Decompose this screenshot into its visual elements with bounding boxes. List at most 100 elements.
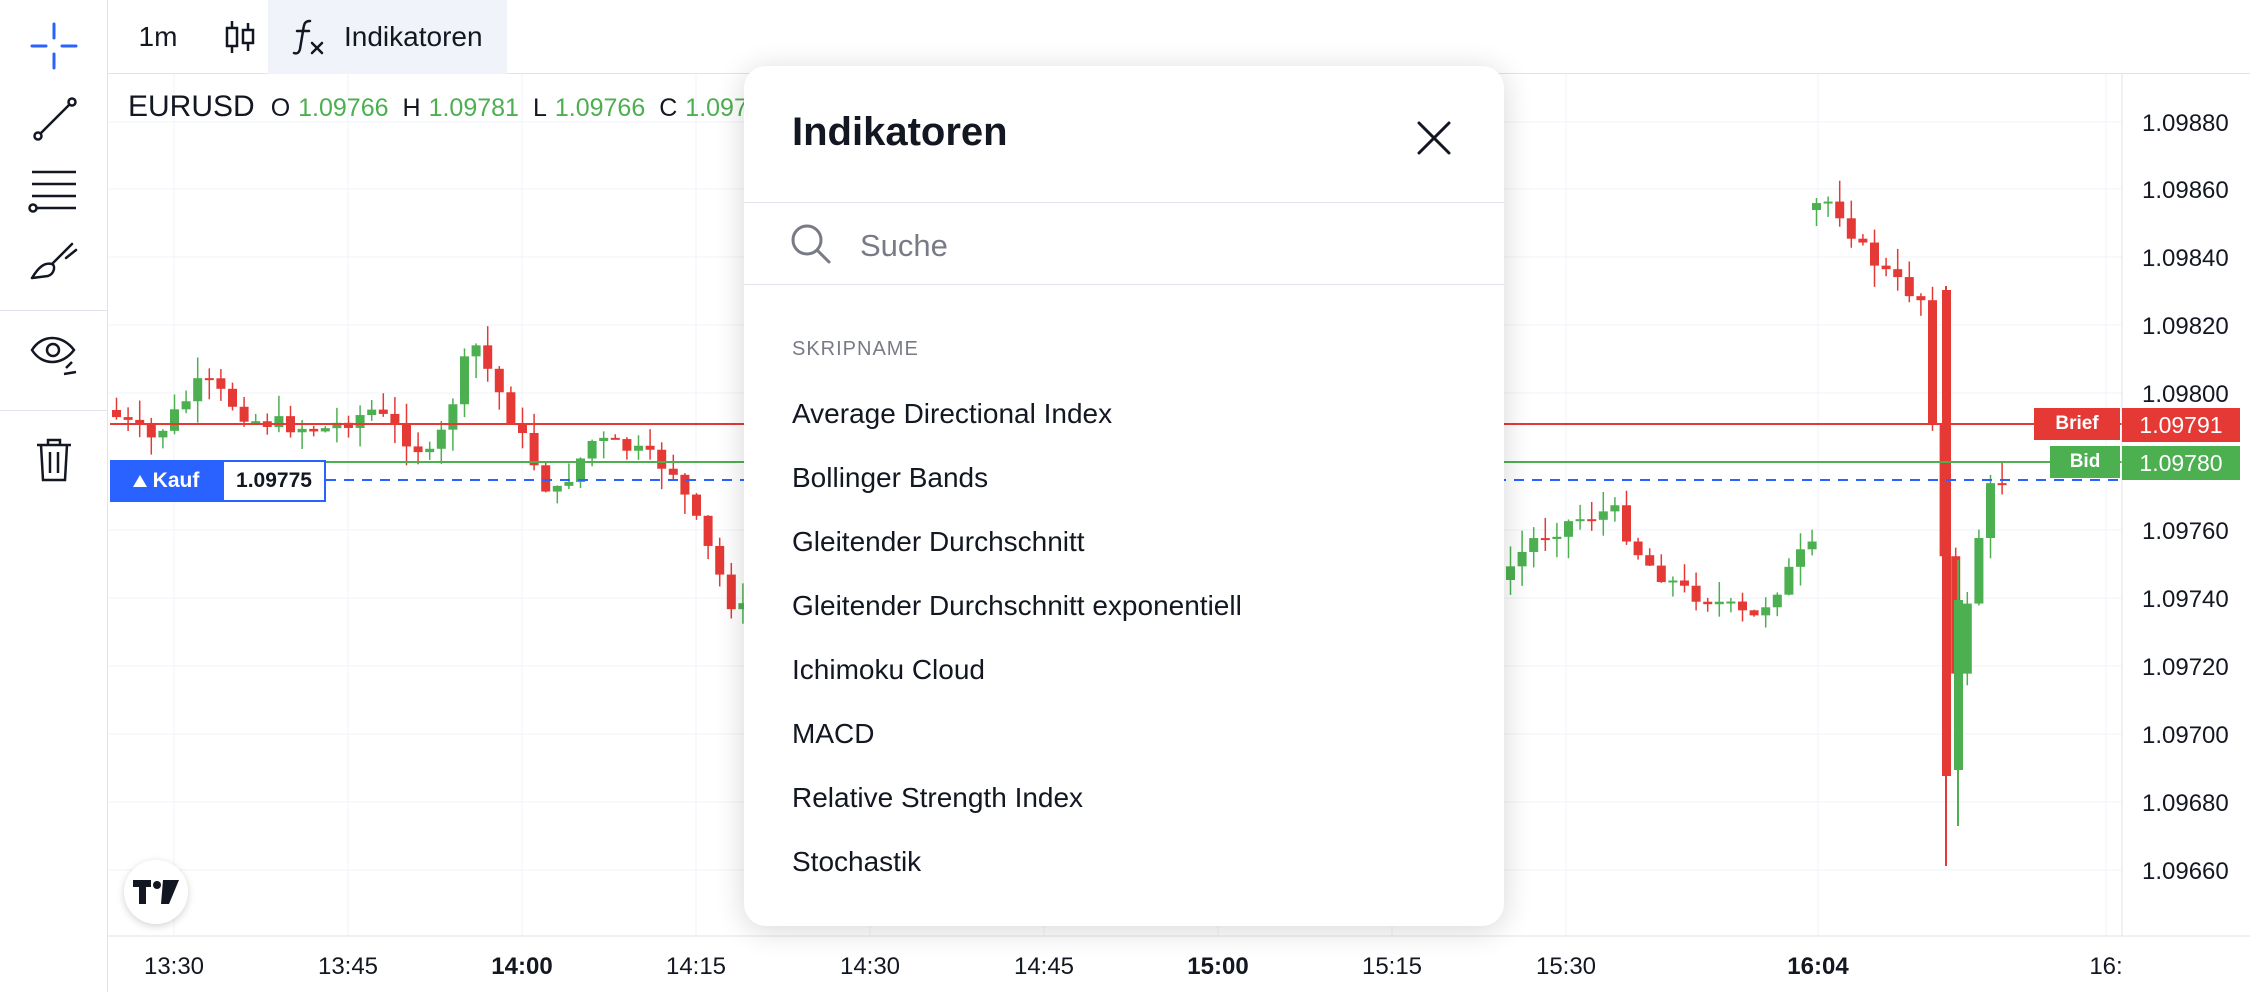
search-input[interactable] — [860, 219, 1460, 273]
price-tick-label: 1.09740 — [2142, 586, 2229, 613]
candle-body — [738, 603, 748, 610]
price-tick-label: 1.09820 — [2142, 313, 2229, 340]
high-key: H — [402, 94, 421, 122]
candle-body — [123, 417, 133, 420]
buy-price: 1.09775 — [222, 460, 326, 502]
time-tick-label: 13:45 — [318, 953, 378, 980]
brush-icon — [30, 242, 78, 280]
crosshair-icon — [30, 22, 78, 70]
candle-body — [1812, 203, 1821, 210]
candle-body — [587, 440, 597, 459]
time-axis[interactable]: 13:30 13:45 14:00 14:15 14:30 14:45 15:00 15:15… — [144, 953, 2123, 980]
candle-body — [1691, 585, 1701, 602]
indicator-item[interactable]: Relative Strength Index — [792, 782, 1084, 813]
candle-body — [344, 422, 353, 428]
candle-body — [610, 437, 620, 440]
candle-body — [483, 345, 493, 369]
indicator-item[interactable]: Ichimoku Cloud — [792, 654, 985, 685]
candle-body — [471, 345, 481, 357]
candle-body — [390, 413, 400, 425]
buy-order-label[interactable]: Kauf 1.09775 — [110, 460, 326, 502]
trend-line-tool[interactable] — [24, 88, 84, 148]
buy-label-text: Kauf — [152, 469, 200, 492]
price-tick-label: 1.09720 — [2142, 654, 2229, 681]
buy-button[interactable]: Kauf — [110, 460, 222, 502]
close-button[interactable] — [1404, 108, 1464, 168]
candle-body — [1517, 551, 1527, 567]
candle-body — [1610, 505, 1620, 512]
candle-body — [1881, 265, 1891, 270]
indicator-item[interactable]: Gleitender Durchschnitt — [792, 526, 1085, 557]
candle-body — [1858, 238, 1868, 243]
candle-body — [715, 545, 725, 575]
time-tick-label: 13:30 — [144, 953, 204, 980]
bid-price-tag: 1.09780 — [2122, 446, 2240, 480]
chart-type-button[interactable] — [200, 0, 280, 74]
candle-body — [1962, 603, 1972, 674]
candle-body — [1668, 580, 1678, 583]
candle-body — [297, 428, 307, 433]
crosshair-tool[interactable] — [24, 16, 84, 76]
toolbar-divider — [0, 410, 108, 411]
header-toolbar: 1m Indikatoren — [108, 0, 2250, 74]
candle-body — [1846, 218, 1856, 239]
dialog-divider — [744, 284, 1504, 285]
candle-body — [599, 437, 609, 441]
candle-body — [309, 428, 319, 432]
candle-body — [622, 439, 632, 451]
indicator-item[interactable]: Average Directional Index — [792, 398, 1113, 429]
candle-body — [1564, 521, 1573, 537]
price-axis[interactable]: 1.09880 1.09860 1.09840 1.09820 1.09800 1.097… — [2142, 110, 2229, 885]
candle-body — [1928, 300, 1937, 424]
time-tick-label: 14:45 — [1014, 953, 1074, 980]
function-icon — [292, 19, 324, 55]
tradingview-logo[interactable] — [124, 860, 188, 924]
symbol-legend[interactable]: EURUSD O 1.09766 H 1.09781 L 1.09766 C 1.097… — [128, 90, 768, 124]
candle-body — [1540, 538, 1550, 541]
interval-button[interactable]: 1m — [116, 0, 200, 74]
candle-body — [494, 368, 504, 393]
fib-lines-tool[interactable] — [24, 160, 84, 220]
candle-body — [425, 448, 435, 453]
time-tick-label: 14:00 — [491, 953, 552, 980]
candle-body — [703, 515, 713, 546]
indicator-item[interactable]: Bollinger Bands — [792, 462, 989, 493]
candlesticks — [112, 180, 2007, 866]
section-header: SKRIPNAME — [792, 338, 919, 360]
open-key: O — [270, 94, 291, 122]
indicator-item[interactable]: MACD — [792, 718, 875, 749]
candle-body — [1703, 601, 1713, 605]
candle-body — [448, 404, 458, 430]
candle-body — [1807, 541, 1817, 550]
candle-body — [135, 419, 145, 425]
price-tick-label: 1.09680 — [2142, 790, 2229, 817]
fib-lines-icon — [28, 170, 76, 213]
symbol-name: EURUSD — [128, 90, 255, 123]
candle-body — [518, 423, 527, 433]
interval-label: 1m — [138, 21, 178, 52]
candle-body — [1942, 290, 1951, 776]
candle-body — [193, 378, 203, 402]
bid-tag-label: Bid — [2050, 446, 2120, 478]
visibility-tool[interactable] — [24, 324, 84, 384]
brush-tool[interactable] — [24, 232, 84, 292]
candle-body — [1622, 505, 1631, 542]
low-key: L — [532, 94, 547, 122]
indicator-item[interactable]: Stochastik — [792, 846, 922, 877]
high-value: 1.09781 — [428, 94, 519, 122]
price-tick-label: 1.09760 — [2142, 518, 2229, 545]
candle-body — [112, 410, 121, 418]
candle-body — [1575, 519, 1585, 522]
candle-body — [506, 392, 516, 424]
price-tick-label: 1.09840 — [2142, 245, 2229, 272]
price-tick-label: 1.09800 — [2142, 381, 2229, 408]
candle-body — [680, 474, 690, 495]
candle-body — [1835, 201, 1845, 219]
indicators-button[interactable]: Indikatoren — [268, 0, 507, 74]
indicator-item[interactable]: Gleitender Durchschnitt exponentiell — [792, 590, 1242, 621]
price-tick-label: 1.09700 — [2142, 722, 2229, 749]
delete-drawings-tool[interactable] — [24, 430, 84, 490]
candle-body — [355, 415, 365, 428]
trend-line-icon — [33, 97, 77, 141]
